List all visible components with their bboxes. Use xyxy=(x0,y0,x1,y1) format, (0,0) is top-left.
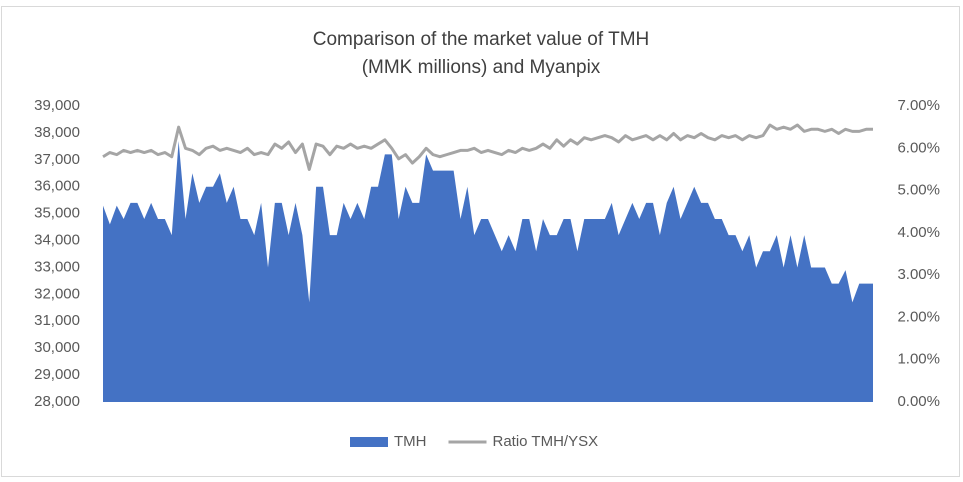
y2-tick-label: 7.00% xyxy=(897,97,940,114)
area xyxy=(103,140,873,402)
y-tick-label: 32,000 xyxy=(34,285,80,302)
y-tick-label: 28,000 xyxy=(34,393,80,410)
legend-label: TMH xyxy=(394,433,427,450)
y2-tick-label: 0.00% xyxy=(897,393,940,410)
y2-tick-label: 5.00% xyxy=(897,182,940,199)
y-tick-label: 35,000 xyxy=(34,205,80,222)
y-tick-label: 36,000 xyxy=(34,178,80,195)
y2-tick-label: 3.00% xyxy=(897,266,940,283)
line xyxy=(102,123,873,171)
y-tick-label: 34,000 xyxy=(34,232,80,249)
legend-label: Ratio TMH/YSX xyxy=(493,433,599,450)
y2-tick-label: 6.00% xyxy=(897,139,940,156)
chart-title: Comparison of the market value of TMH xyxy=(313,29,650,50)
chart-title: (MMK millions) and Myanpix xyxy=(362,57,601,78)
y-tick-label: 37,000 xyxy=(34,151,80,168)
y2-tick-label: 1.00% xyxy=(897,351,940,368)
y-tick-label: 33,000 xyxy=(34,258,80,275)
y-tick-label: 38,000 xyxy=(34,124,80,141)
y-tick-label: 31,000 xyxy=(34,312,80,329)
y2-tick-label: 4.00% xyxy=(897,224,940,241)
y2-tick-label: 2.00% xyxy=(897,308,940,325)
y-tick-label: 39,000 xyxy=(34,97,80,114)
y-tick-label: 30,000 xyxy=(34,339,80,356)
y-tick-label: 29,000 xyxy=(34,366,80,383)
legend-swatch xyxy=(350,437,388,447)
